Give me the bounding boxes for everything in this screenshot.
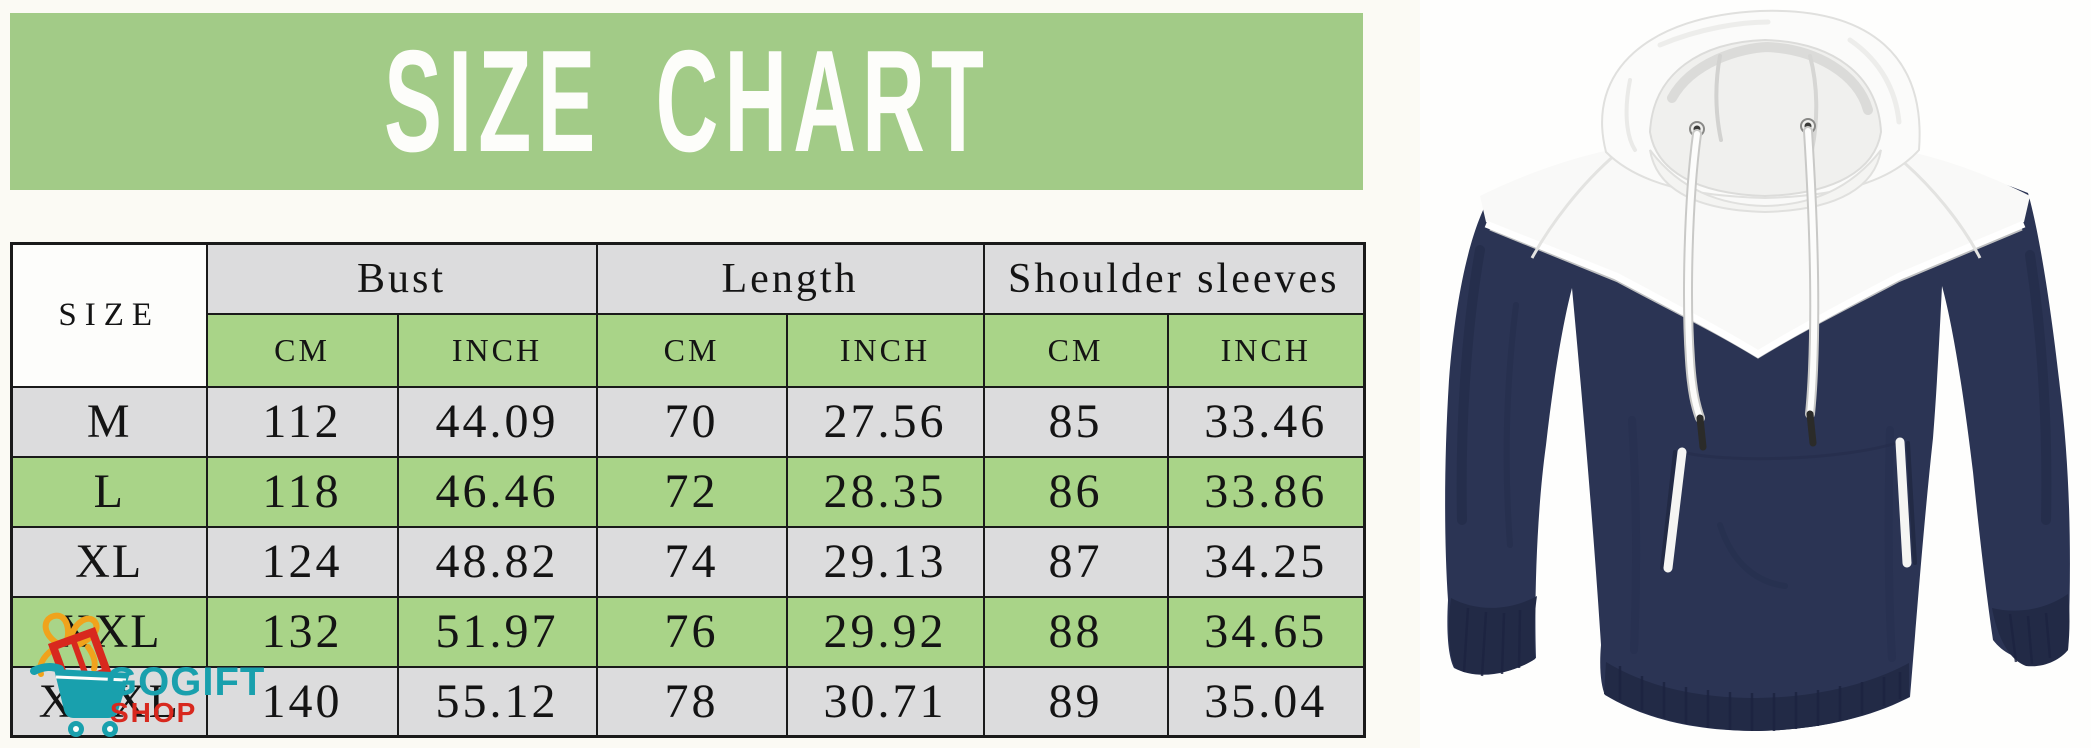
table-row-l: L 118 46.46 72 28.35 86 33.86 bbox=[10, 455, 1366, 528]
table-row-xl: XL 124 48.82 74 29.13 87 34.25 bbox=[10, 525, 1366, 598]
table-cell: 27.56 bbox=[785, 385, 985, 458]
table-cell: 48.82 bbox=[396, 525, 598, 598]
table-cell: 34.65 bbox=[1166, 595, 1366, 668]
gogift-shop-logo: GOGIFT SHOP bbox=[30, 612, 265, 737]
size-chart-table: SIZE Bust Length Shoulder sleeves CM INC… bbox=[10, 242, 1367, 738]
table-cell: 55.12 bbox=[396, 665, 598, 738]
hem-band bbox=[1604, 662, 1909, 731]
table-cell: 34.25 bbox=[1166, 525, 1366, 598]
table-cell: 78 bbox=[595, 665, 788, 738]
left-cuff bbox=[1448, 596, 1537, 675]
table-cell: 112 bbox=[205, 385, 399, 458]
table-cell: 132 bbox=[205, 595, 399, 668]
shopping-cart-icon bbox=[30, 662, 130, 737]
group-header-bust: Bust bbox=[205, 242, 598, 315]
table-cell: 70 bbox=[595, 385, 788, 458]
unit-header: CM bbox=[205, 312, 399, 388]
drawstrings bbox=[1683, 126, 1820, 451]
table-cell: 28.35 bbox=[785, 455, 985, 528]
size-column-header: SIZE bbox=[10, 242, 208, 388]
table-cell: 51.97 bbox=[396, 595, 598, 668]
unit-header: CM bbox=[982, 312, 1169, 388]
table-cell: 88 bbox=[982, 595, 1169, 668]
unit-header: INCH bbox=[396, 312, 598, 388]
table-header-group-row: SIZE Bust Length Shoulder sleeves bbox=[10, 242, 1366, 388]
table-cell: 30.71 bbox=[785, 665, 985, 738]
size-label: M bbox=[10, 385, 208, 458]
collar bbox=[1649, 149, 1882, 214]
logo-sub-text: SHOP bbox=[110, 697, 197, 728]
group-header-length: Length bbox=[595, 242, 985, 315]
size-label: L bbox=[10, 455, 208, 528]
table-cell: 29.13 bbox=[785, 525, 985, 598]
table-cell: 89 bbox=[982, 665, 1169, 738]
page-title: SIZE CHART bbox=[383, 20, 990, 182]
table-cell: 140 bbox=[205, 665, 399, 738]
logo-brand-text: GOGIFT bbox=[106, 660, 265, 704]
size-label: XL bbox=[10, 525, 208, 598]
table-header-unit-row: CM INCH CM INCH CM INCH bbox=[12, 312, 1366, 388]
table-cell: 86 bbox=[982, 455, 1169, 528]
hood bbox=[1601, 9, 1921, 214]
table-cell: 44.09 bbox=[396, 385, 598, 458]
white-chevron-panel bbox=[1480, 136, 2030, 359]
hood-lining bbox=[1648, 38, 1883, 198]
table-cell: 118 bbox=[205, 455, 399, 528]
pocket-trims bbox=[1660, 437, 1917, 573]
hoodie-image bbox=[1420, 0, 2091, 748]
unit-header: INCH bbox=[785, 312, 985, 388]
table-cell: 72 bbox=[595, 455, 788, 528]
group-header-shoulder-sleeves: Shoulder sleeves bbox=[982, 242, 1366, 315]
table-cell: 74 bbox=[595, 525, 788, 598]
table-row-m: M 112 44.09 70 27.56 85 33.46 bbox=[10, 385, 1366, 458]
table-cell: 76 bbox=[595, 595, 788, 668]
unit-header: INCH bbox=[1166, 312, 1366, 388]
table-cell: 35.04 bbox=[1166, 665, 1366, 738]
table-cell: 85 bbox=[982, 385, 1169, 458]
table-cell: 33.46 bbox=[1166, 385, 1366, 458]
table-cell: 46.46 bbox=[396, 455, 598, 528]
table-cell: 29.92 bbox=[785, 595, 985, 668]
table-cell: 124 bbox=[205, 525, 399, 598]
hoodie-body bbox=[1445, 148, 2070, 731]
table-cell: 87 bbox=[982, 525, 1169, 598]
unit-header: CM bbox=[595, 312, 788, 388]
size-chart-banner: SIZE CHART bbox=[10, 13, 1363, 190]
table-cell: 33.86 bbox=[1166, 455, 1366, 528]
